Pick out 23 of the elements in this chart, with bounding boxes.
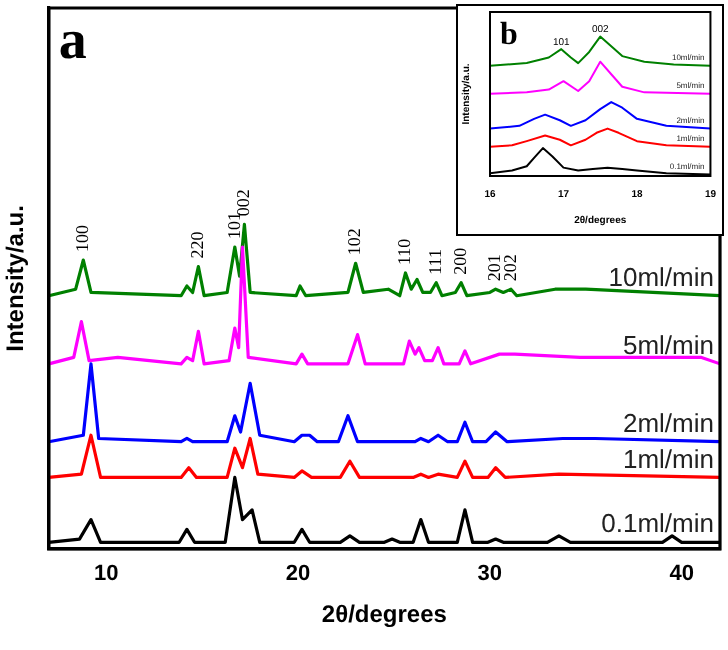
annotation: 110 [394,237,415,265]
annotation: 102 [344,228,365,256]
y-axis-title: Intensity/a.u. [1,205,30,352]
series-label: 10ml/min [608,261,714,292]
annotation: 101 [223,212,244,240]
annotation: 002 [233,189,254,217]
x-tick-label: 20 [285,562,311,587]
series-label: 2ml/min [622,407,714,438]
annotation: 220 [187,230,208,259]
series-label: 1ml/min [622,443,714,474]
text: a [58,10,87,73]
series-label: 5ml/min [622,330,714,360]
x-axis-title: 2θ/degrees [321,600,448,629]
x-tick-label: 10 [94,562,119,587]
annotation: 202 [499,254,520,282]
annotation: 100 [72,224,93,253]
annotation: b [500,18,518,53]
annotation: 201 [484,254,505,282]
x-tick-label: 40 [669,562,694,587]
annotation: 111 [424,249,445,275]
x-tick-label: 30 [477,562,503,587]
series-label: 0.1ml/min [601,508,714,539]
annotation: 200 [449,246,470,275]
